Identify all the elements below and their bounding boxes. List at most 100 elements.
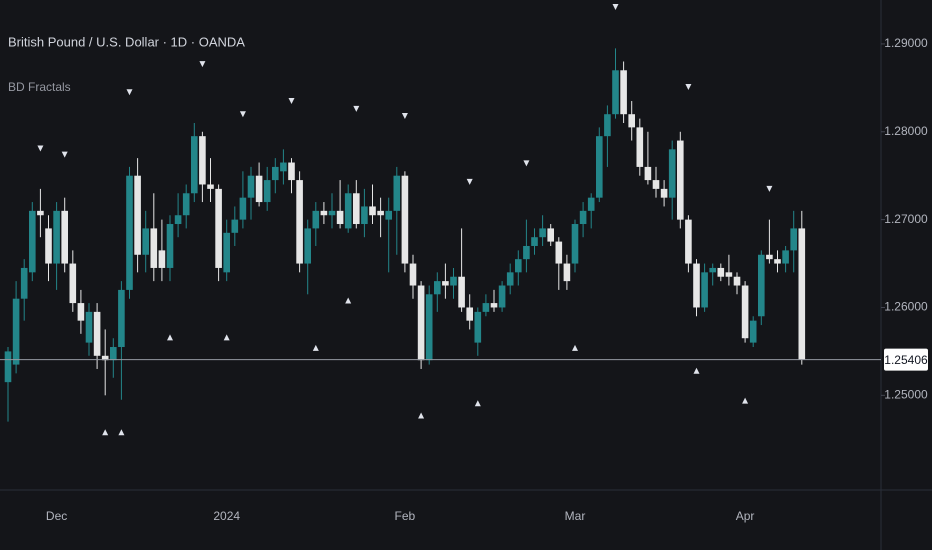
- candle-body: [571, 224, 579, 264]
- candle-body: [531, 237, 538, 246]
- fractal-low-marker: [693, 367, 700, 374]
- candle-body: [93, 311, 101, 356]
- fractal-low-marker: [418, 412, 425, 419]
- candle-body: [668, 149, 676, 198]
- candle-body: [247, 175, 255, 198]
- candle-body: [288, 162, 295, 181]
- candle-body: [69, 263, 77, 304]
- candle-body: [174, 215, 182, 225]
- fractal-high-marker: [199, 61, 206, 68]
- fractal-high-marker: [401, 112, 408, 119]
- candle-body: [126, 175, 133, 290]
- candle-body: [604, 114, 611, 137]
- candle-body: [515, 259, 522, 273]
- candle-body: [555, 241, 563, 264]
- fractal-low-marker: [742, 397, 749, 404]
- chart-title: British Pound / U.S. Dollar · 1D · OANDA: [8, 34, 245, 49]
- fractal-high-marker: [766, 185, 773, 192]
- y-tick-label: 1.28000: [884, 124, 928, 138]
- candle-body: [85, 311, 93, 343]
- candle-body: [20, 267, 28, 299]
- candle-body: [215, 188, 222, 268]
- candle-body: [579, 210, 587, 225]
- candle-body: [223, 232, 230, 273]
- candle-body: [506, 272, 514, 286]
- candle-body: [272, 166, 279, 181]
- candle-body: [239, 197, 247, 220]
- candle-body: [199, 136, 206, 185]
- candle-body: [29, 210, 36, 273]
- candle-body: [474, 311, 482, 343]
- fractal-high-marker: [685, 83, 692, 90]
- candle-body: [725, 272, 733, 277]
- candle-body: [4, 351, 12, 383]
- candle-body: [790, 228, 797, 251]
- candle-body: [207, 184, 214, 189]
- x-tick-label: Feb: [395, 509, 416, 523]
- candle-body: [255, 175, 263, 203]
- candle-body: [304, 228, 311, 264]
- candle-body: [45, 228, 52, 264]
- candle-body: [749, 320, 757, 343]
- x-tick-label: 2024: [213, 509, 240, 523]
- fractal-high-marker: [61, 151, 68, 158]
- candle-body: [61, 210, 68, 264]
- candle-body: [182, 193, 190, 216]
- candle-body: [312, 210, 320, 229]
- candle-body: [596, 136, 603, 198]
- candle-body: [344, 193, 352, 229]
- candle-body: [150, 228, 158, 268]
- candle-body: [417, 285, 425, 361]
- fractal-low-marker: [474, 400, 481, 407]
- candle-body: [539, 228, 546, 238]
- candle-body: [231, 219, 239, 233]
- candle-body: [620, 70, 627, 115]
- fractal-high-marker: [466, 178, 473, 185]
- candle-body: [336, 210, 344, 225]
- candle-body: [263, 180, 271, 203]
- fractal-high-marker: [239, 111, 246, 118]
- candle-body: [677, 140, 684, 220]
- fractal-high-marker: [523, 160, 530, 167]
- candle-body: [798, 228, 806, 360]
- fractal-low-marker: [345, 297, 352, 304]
- candle-body: [377, 210, 384, 216]
- fractal-low-marker: [312, 344, 319, 351]
- candle-body: [758, 254, 765, 317]
- candle-body: [628, 114, 635, 128]
- candle-body: [142, 228, 149, 255]
- fractal-high-marker: [37, 145, 44, 152]
- last-price-box: [884, 348, 928, 371]
- candle-body: [280, 162, 287, 172]
- candle-body: [37, 210, 44, 216]
- candle-body: [482, 303, 490, 312]
- candle-body: [320, 210, 328, 216]
- candle-body: [385, 210, 392, 220]
- candle-body: [733, 276, 741, 286]
- candle-body: [612, 70, 619, 115]
- candle-body: [523, 245, 530, 260]
- candle-body: [490, 303, 498, 308]
- candle-body: [166, 224, 174, 268]
- fractal-low-marker: [102, 429, 109, 436]
- x-tick-label: Apr: [736, 509, 755, 523]
- candle-body: [434, 281, 441, 295]
- y-tick-label: 1.25000: [884, 387, 928, 401]
- candle-body: [458, 276, 465, 308]
- fractal-high-marker: [288, 98, 295, 105]
- fractal-low-marker: [223, 334, 230, 341]
- candle-body: [636, 127, 644, 167]
- candle-body: [158, 250, 166, 268]
- candle-body: [709, 267, 716, 273]
- candle-body: [53, 210, 60, 264]
- candle-body: [191, 136, 198, 194]
- candle-body: [547, 228, 554, 242]
- candle-body: [353, 193, 360, 225]
- candle-body: [296, 180, 303, 264]
- candle-body: [401, 175, 409, 264]
- candle-body: [12, 298, 20, 365]
- candle-body: [450, 276, 457, 286]
- candle-body: [782, 250, 789, 264]
